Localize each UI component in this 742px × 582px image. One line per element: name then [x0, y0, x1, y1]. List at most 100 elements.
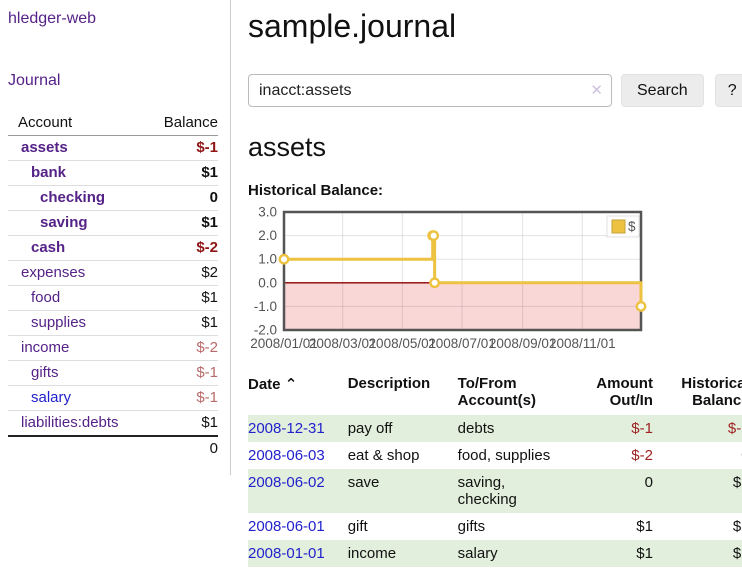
account-link[interactable]: bank: [31, 164, 67, 181]
transaction-balance: $-1: [727, 420, 742, 437]
account-row: saving $1: [8, 210, 218, 236]
account-balance: 0: [140, 185, 218, 211]
account-row: expenses $2: [8, 260, 218, 286]
account-balance: $-2: [140, 235, 218, 261]
transaction-row: 2008-01-01 income salary $1 $1: [248, 540, 742, 567]
sidebar: hledger-web Journal Account Balance asse…: [0, 0, 231, 475]
transaction-description: pay off: [347, 420, 393, 437]
account-row: assets $-1: [8, 136, 218, 161]
transaction-row: 2008-06-03 eat & shop food, supplies $-20: [248, 442, 742, 469]
transaction-balance: $2: [732, 474, 742, 491]
page-title: sample.journal: [248, 8, 457, 44]
account-balance: $-1: [196, 139, 218, 156]
account-row: gifts $-1: [8, 360, 218, 386]
account-balance: $1: [140, 410, 218, 436]
transaction-date-link[interactable]: 2008-06-01: [248, 518, 325, 535]
search-box: ✕: [248, 74, 612, 107]
account-balance: $-2: [140, 335, 218, 361]
transaction-amount: 0: [644, 474, 653, 491]
transaction-row: 2008-06-02 save saving, checking 0 $2: [248, 469, 742, 513]
account-balance: $2: [140, 260, 218, 286]
search-form: ✕ Search ?: [248, 74, 742, 107]
sort-asc-icon: ⌃: [284, 376, 298, 393]
register-header-date[interactable]: Date ⌃: [248, 376, 298, 393]
main-content: sample.journal ✕ Search ? assets Histori…: [231, 0, 742, 567]
transaction-description: eat & shop: [347, 447, 420, 464]
svg-text:0.0: 0.0: [258, 275, 277, 290]
account-row: cash $-2: [8, 235, 218, 261]
account-link[interactable]: assets: [21, 139, 68, 156]
account-link[interactable]: expenses: [21, 264, 86, 281]
register-header-balance: Historical Balance: [681, 375, 742, 409]
account-row: salary $-1: [8, 385, 218, 411]
svg-text:$: $: [628, 219, 636, 234]
svg-text:3.0: 3.0: [258, 205, 277, 220]
transaction-accounts: salary: [457, 545, 498, 562]
account-rows: assets $-1 bank $1 checking 0 saving $1 cash $-2 e…: [8, 136, 218, 436]
account-row: checking 0: [8, 185, 218, 211]
transaction-date-link[interactable]: 2008-06-02: [248, 474, 325, 491]
svg-text:2008/07/01: 2008/07/01: [428, 336, 496, 351]
register-header-row: Date ⌃ Description To/From Account(s) Am…: [248, 371, 742, 415]
transaction-accounts: saving, checking: [457, 474, 517, 508]
transaction-balance: 0: [653, 442, 742, 469]
sidebar-item-journal[interactable]: Journal: [8, 72, 61, 89]
svg-text:2008/01/01: 2008/01/01: [250, 336, 318, 351]
account-link[interactable]: food: [31, 289, 61, 306]
transaction-row: 2008-12-31 pay off debts $-1 $-1: [248, 415, 742, 442]
svg-text:1.0: 1.0: [258, 252, 277, 267]
account-row: food $1: [8, 285, 218, 311]
transaction-amount: $1: [636, 518, 653, 535]
transaction-description: save: [347, 474, 380, 491]
account-heading: assets: [248, 132, 327, 162]
transaction-date-link[interactable]: 2008-12-31: [248, 420, 325, 437]
app-layout: hledger-web Journal Account Balance asse…: [0, 0, 742, 567]
account-row: supplies $1: [8, 310, 218, 336]
accounts-total-value: 0: [140, 435, 218, 461]
account-balance: $1: [140, 285, 218, 311]
svg-text:-1.0: -1.0: [254, 299, 277, 314]
app-brand-link[interactable]: hledger-web: [8, 10, 97, 27]
transaction-accounts: food, supplies: [457, 447, 551, 464]
search-button[interactable]: Search: [621, 74, 704, 107]
svg-text:2.0: 2.0: [258, 228, 277, 243]
register-header-description: Description: [347, 375, 431, 392]
transaction-date-link[interactable]: 2008-01-01: [248, 545, 325, 562]
account-link[interactable]: supplies: [31, 314, 87, 331]
transaction-amount: $-2: [631, 447, 653, 464]
account-balance: $1: [140, 310, 218, 336]
svg-text:2008/05/01: 2008/05/01: [369, 336, 437, 351]
transaction-balance: $1: [732, 545, 742, 562]
svg-text:2008/11/01: 2008/11/01: [549, 336, 616, 351]
svg-text:-2.0: -2.0: [254, 323, 277, 338]
account-link[interactable]: saving: [40, 214, 88, 231]
accounts-total-row: 0: [8, 435, 218, 461]
account-link[interactable]: checking: [40, 189, 106, 206]
account-balance: $-1: [140, 385, 218, 411]
account-link[interactable]: cash: [31, 239, 66, 256]
account-link[interactable]: gifts: [31, 364, 59, 381]
transaction-amount: $-1: [631, 420, 653, 437]
account-balance: $-1: [140, 360, 218, 386]
register-rows: 2008-12-31 pay off debts $-1 $-1 2008-06-03 ea…: [248, 415, 742, 567]
accounts-header-account: Account: [8, 111, 141, 136]
transaction-row: 2008-06-01 gift gifts $1 $2: [248, 513, 742, 540]
clear-search-icon[interactable]: ✕: [590, 82, 603, 99]
account-link[interactable]: salary: [31, 389, 72, 406]
search-input[interactable]: [248, 74, 612, 107]
historical-balance-chart[interactable]: $3.0 2.0 1.0 0.0 -1.0 -2.0 2008/01/01 2008/03/0…: [248, 205, 742, 357]
account-link[interactable]: income: [21, 339, 70, 356]
chart-label: Historical Balance:: [248, 182, 384, 199]
account-row: liabilities:debts $1: [8, 410, 218, 436]
transaction-balance: $2: [732, 518, 742, 535]
accounts-table: Account Balance assets $-1 bank $1 checking 0…: [8, 111, 218, 461]
account-row: bank $1: [8, 160, 218, 186]
help-button[interactable]: ?: [714, 74, 742, 107]
account-link[interactable]: liabilities:debts: [21, 414, 119, 431]
transaction-date-link[interactable]: 2008-06-03: [248, 447, 325, 464]
account-balance: $1: [140, 160, 218, 186]
account-row: income $-2: [8, 335, 218, 361]
register-table: Date ⌃ Description To/From Account(s) Am…: [248, 371, 742, 567]
transaction-description: income: [347, 545, 397, 562]
svg-text:2008/09/01: 2008/09/01: [489, 336, 557, 351]
